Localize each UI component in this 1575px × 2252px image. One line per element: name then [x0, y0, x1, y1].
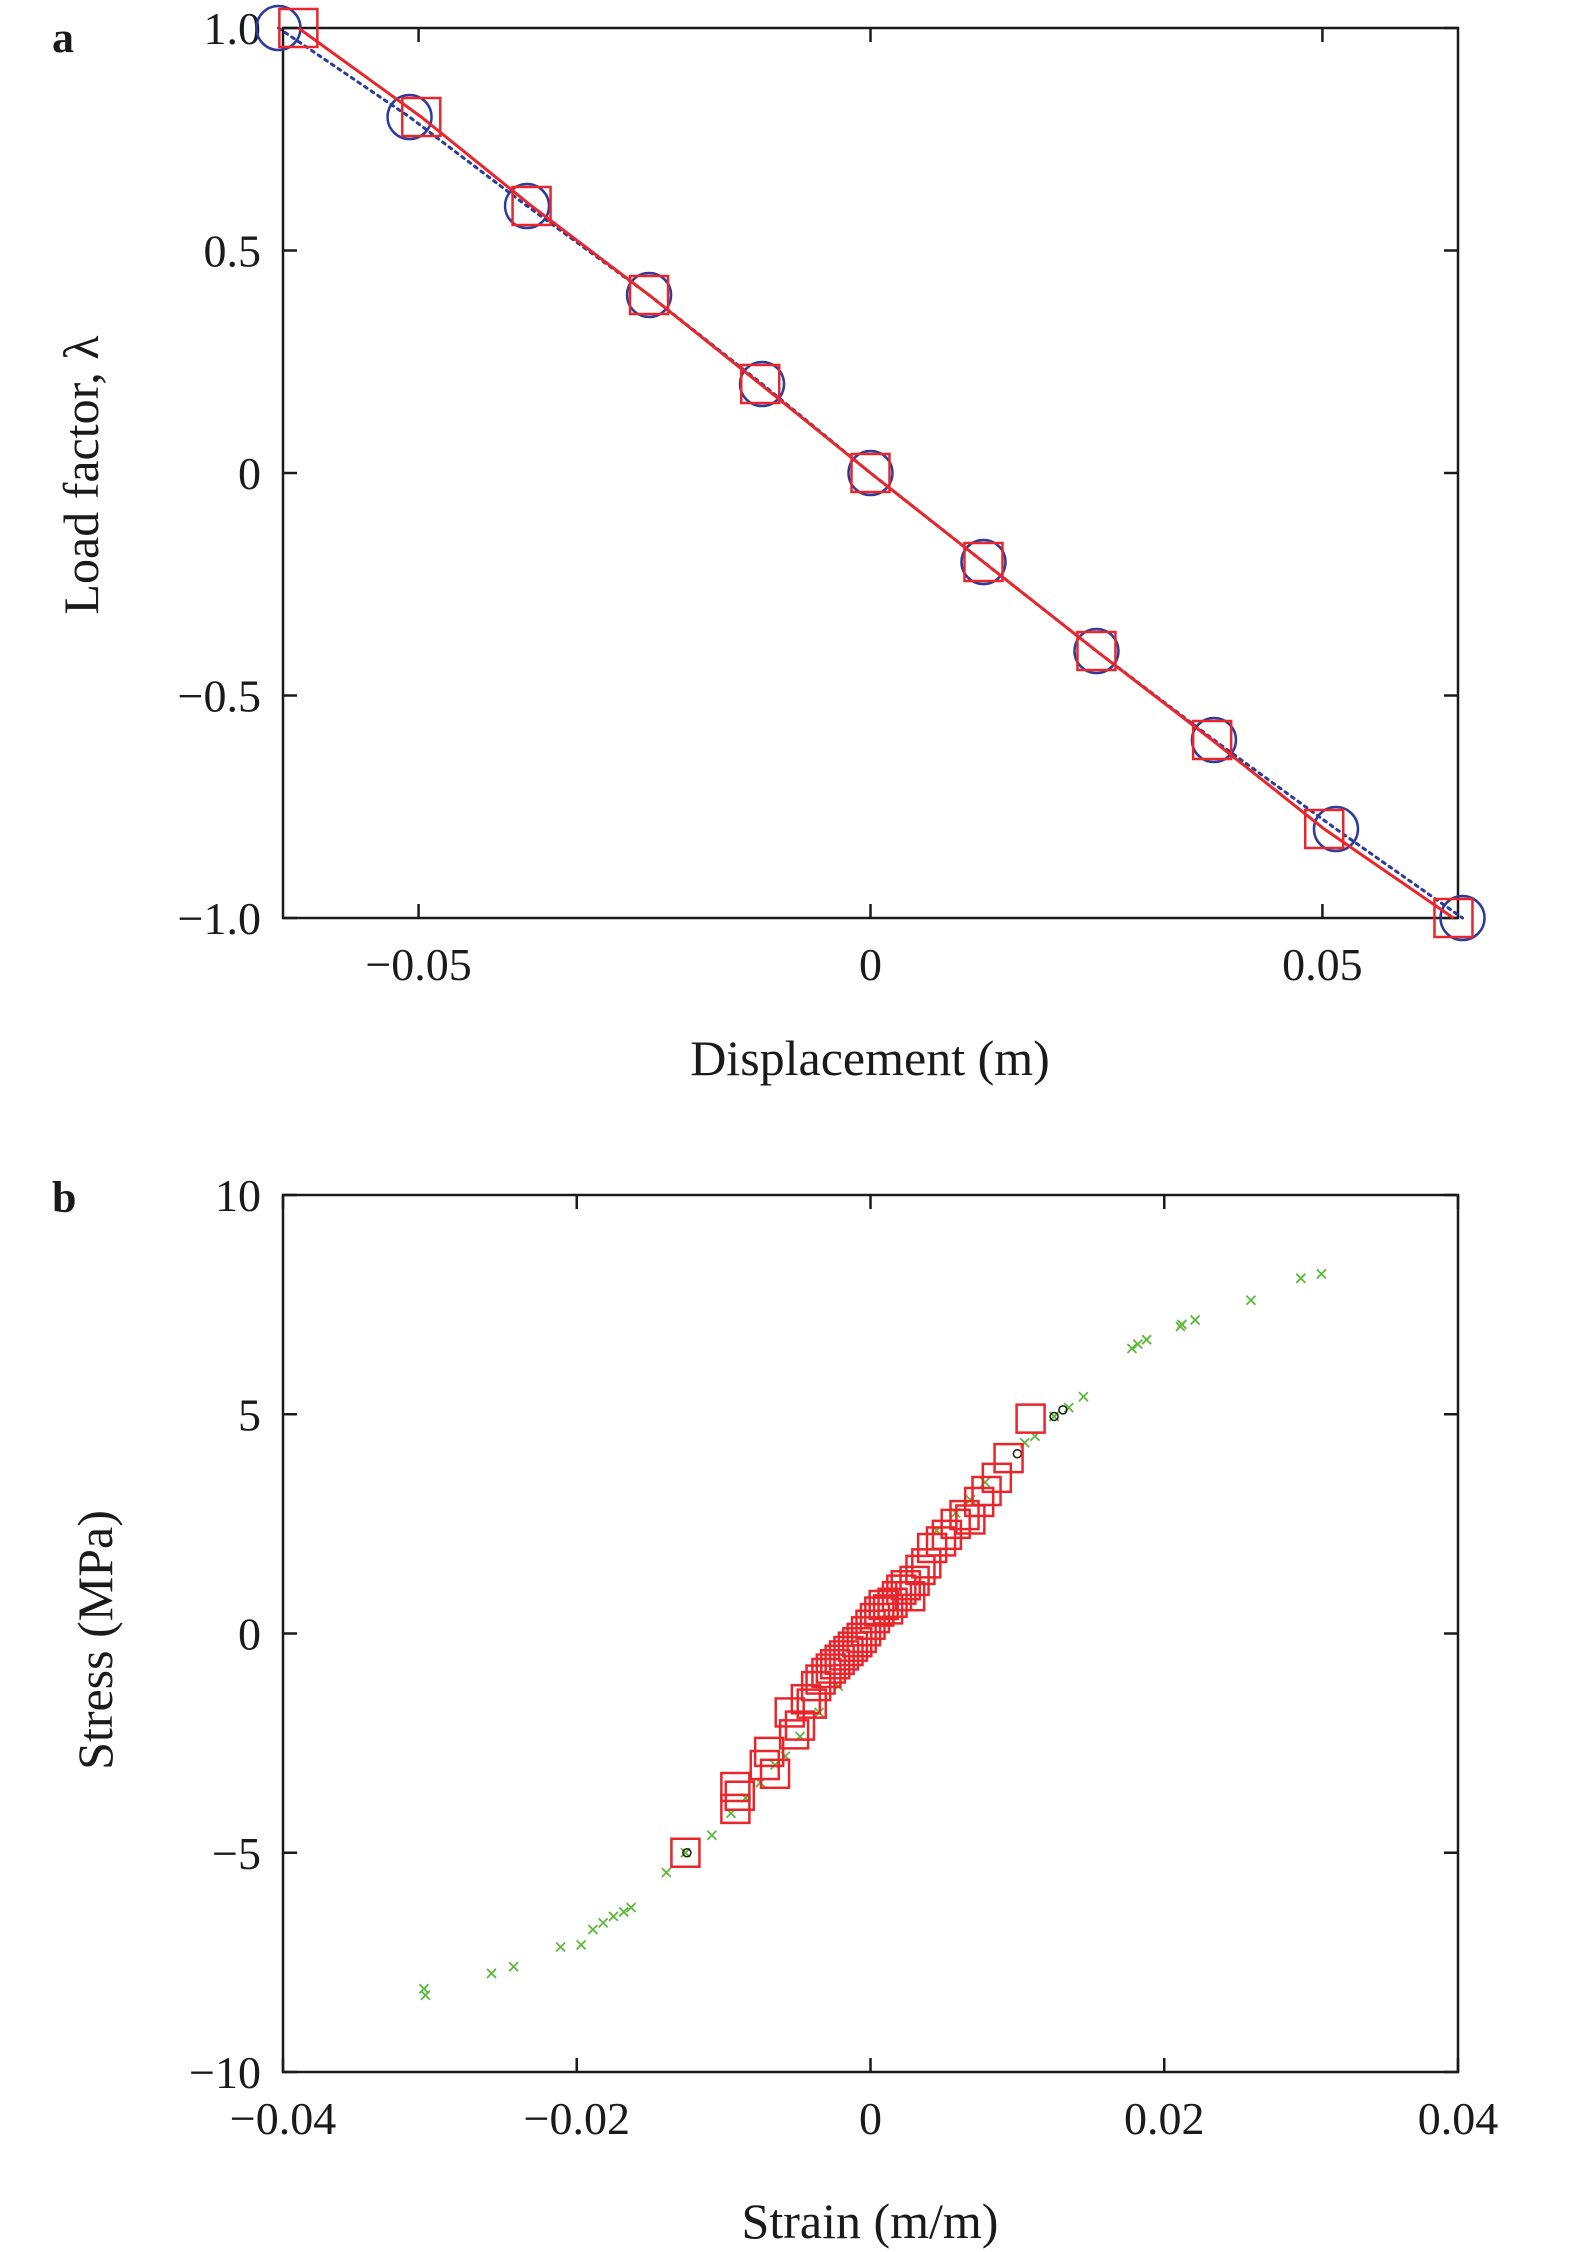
panel-b-series-1 — [682, 1405, 1068, 1858]
panel-a-point-square — [1303, 808, 1345, 850]
panel-a-point-square — [511, 185, 552, 227]
panel-b-point-x — [618, 1906, 629, 1918]
panel-b-point-x — [625, 1902, 637, 1913]
panel-b-point-x — [1063, 1402, 1074, 1413]
panel-b-point-x — [555, 1941, 566, 1953]
panel-a-point-circle — [1073, 627, 1120, 675]
panel-a-point-circle — [386, 93, 433, 141]
panel-b-point-x — [1132, 1338, 1143, 1350]
panel-a-x-tick-label: 0 — [859, 939, 882, 990]
panel-a-point-square — [278, 7, 319, 49]
panel-b-point-square — [905, 1554, 936, 1586]
panel-a-x-tick-label: 0.05 — [1282, 939, 1363, 990]
panel-b-y-tick-label: 5 — [238, 1389, 261, 1440]
panel-a-y-axis-title: Load factor, λ — [53, 335, 109, 614]
panel-b-point-x — [420, 1990, 431, 2001]
panel-b-point-x — [1176, 1319, 1188, 1330]
panel-b-point-square — [993, 1442, 1024, 1474]
panel-a-point-circle — [503, 182, 551, 230]
panel-b-y-tick-label: −5 — [212, 1828, 261, 1879]
panel-a-label: a — [52, 13, 74, 62]
panel-b-point-x — [508, 1961, 519, 1972]
panel-b-series-2 — [670, 1403, 1046, 1868]
panel-b-x-tick-label: 0 — [859, 2093, 882, 2144]
panel-b-point-circle-small — [1049, 1411, 1059, 1422]
panel-a-y-tick-label: −1.0 — [178, 893, 261, 944]
panel-b-chart: b −0.04 −0.02 0 0.02 0.04 −10 −5 0 5 10 Strain (m… — [52, 1170, 1498, 2249]
panel-b-x-axis-title: Strain (m/m) — [742, 2193, 999, 2249]
panel-b-point-x — [608, 1911, 619, 1922]
panel-b-series-0 — [418, 1268, 1327, 2001]
panel-b-point-square — [981, 1462, 1013, 1494]
panel-b-point-x — [1078, 1391, 1089, 1402]
panel-a-chart: a −0.05 0 0.05 −1.0 −0.5 0 0.5 1.0 Displacement… — [52, 3, 1486, 1086]
panel-b-point-x — [1126, 1343, 1138, 1354]
panel-b-point-x — [1295, 1273, 1306, 1284]
panel-b-x-tick-label: −0.04 — [230, 2093, 336, 2144]
panel-a-point-circle — [960, 538, 1007, 586]
panel-a-x-tick-label: −0.05 — [365, 939, 471, 990]
panel-b-point-square — [724, 1780, 756, 1811]
panel-a-point-square — [628, 274, 670, 316]
panel-b-y-tick-label: 10 — [215, 1170, 261, 1221]
panel-b-point-square — [899, 1565, 930, 1597]
panel-a-point-square — [1433, 897, 1474, 939]
panel-a-point-square — [963, 541, 1004, 583]
panel-a-point-circle — [847, 449, 894, 497]
panel-b-point-square — [796, 1688, 827, 1719]
panel-b-point-x — [706, 1830, 718, 1841]
panel-b-plot-area: −0.04 −0.02 0 0.02 0.04 −10 −5 0 5 10 — [189, 1170, 1498, 2144]
panel-a-point-square — [850, 452, 891, 494]
panel-a-series-0-line — [276, 26, 1465, 920]
panel-b-point-x — [576, 1939, 587, 1950]
panel-b-point-square — [963, 1486, 995, 1518]
panel-b-point-square — [955, 1504, 986, 1535]
panel-a-y-tick-label: 0.5 — [204, 226, 262, 277]
panel-a-plot-area: −0.05 0 0.05 −1.0 −0.5 0 0.5 1.0 — [178, 3, 1486, 990]
panel-b-point-square — [670, 1837, 701, 1868]
panel-b-point-square — [894, 1580, 926, 1612]
panel-b-point-circle-small — [1012, 1448, 1023, 1459]
panel-b-x-tick-label: −0.02 — [524, 2093, 630, 2144]
panel-a-series-1-line — [297, 26, 1455, 920]
panel-b-x-tick-label: 0.02 — [1124, 2093, 1205, 2144]
panel-b-point-x — [661, 1867, 672, 1878]
panel-b-point-x — [598, 1917, 609, 1929]
panel-b-point-square — [778, 1719, 810, 1750]
panel-b-point-square — [931, 1519, 963, 1551]
panel-a-point-circle — [625, 271, 673, 319]
panel-a-y-tick-label: −0.5 — [178, 671, 261, 722]
panel-b-point-circle-small — [682, 1848, 692, 1858]
panel-a-x-axis-title: Displacement (m) — [690, 1030, 1050, 1086]
panel-a-y-tick-label: 1.0 — [204, 3, 262, 54]
panel-a-point-square — [739, 363, 781, 405]
panel-b-point-x — [1189, 1314, 1201, 1326]
panel-b-x-tick-label: 0.04 — [1418, 2093, 1499, 2144]
panel-b-point-x — [680, 1847, 691, 1858]
panel-a-point-square — [1076, 630, 1117, 672]
panel-b-y-axis-title: Stress (MPa) — [67, 1510, 123, 1770]
panel-b-point-x — [1245, 1295, 1257, 1306]
panel-b-point-square — [759, 1758, 791, 1790]
panel-b-point-square — [720, 1771, 751, 1803]
panel-b-point-square — [784, 1710, 816, 1741]
panel-b-point-square — [1015, 1403, 1046, 1434]
panel-a-series-1 — [278, 7, 1474, 939]
panel-a-point-square — [1191, 719, 1233, 761]
panel-b-label: b — [52, 1173, 76, 1222]
panel-b-y-tick-label: 0 — [238, 1609, 261, 1660]
panel-b-point-square — [753, 1736, 785, 1768]
panel-b-y-tick-label: −10 — [189, 2047, 261, 2098]
panel-a-y-tick-label: 0 — [238, 448, 261, 499]
panel-a-point-circle — [1312, 805, 1360, 853]
panel-b-point-x — [486, 1968, 497, 1979]
panel-b-point-x — [587, 1924, 599, 1935]
panel-b-point-x — [1141, 1334, 1152, 1345]
panel-a-point-circle — [1439, 894, 1486, 942]
panel-b-point-x — [1316, 1268, 1327, 1280]
panel-b-point-circle-small — [1058, 1405, 1068, 1415]
panel-a-point-square — [401, 96, 442, 138]
